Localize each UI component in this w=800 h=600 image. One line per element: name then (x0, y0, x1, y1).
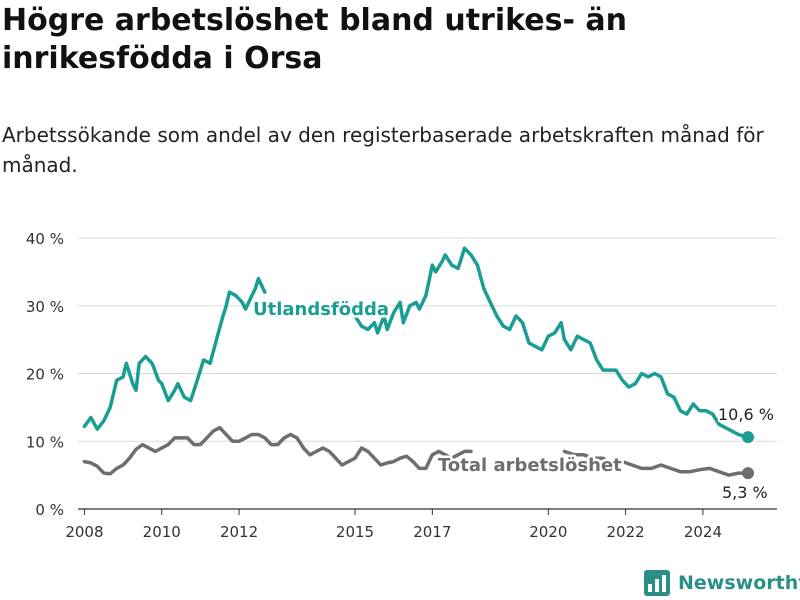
x-tick-label: 2020 (529, 523, 567, 541)
series-line-utlandsfodda (82, 246, 750, 439)
series-line-total (82, 425, 750, 477)
y-tick-label: 10 % (26, 433, 64, 451)
x-tick-label: 2008 (65, 523, 103, 541)
x-tick-label: 2022 (607, 523, 645, 541)
y-tick-label: 40 % (26, 230, 64, 248)
end-point-marker (742, 467, 755, 480)
series-labels: Utlandsfödda Total arbetslöshet 10,6 % 5,3 … (251, 297, 776, 505)
grid-lines (78, 237, 777, 510)
end-point-marker (742, 431, 755, 444)
chart-subtitle: Arbetssökande som andel av den registerb… (2, 123, 764, 177)
y-axis: 0 % 10 % 20 % 30 % 40 % (26, 230, 64, 519)
newsworthy-logo: Newsworthy (644, 568, 800, 598)
x-tick-label: 2010 (143, 523, 181, 541)
y-tick-label: 20 % (26, 366, 64, 384)
end-value-total: 5,3 % (722, 483, 768, 502)
x-tick-label: 2012 (220, 523, 258, 541)
y-tick-label: 30 % (26, 298, 64, 316)
y-tick-label: 0 % (35, 501, 64, 519)
series-name-utlandsfodda: Utlandsfödda (253, 299, 389, 320)
end-value-utlandsfodda: 10,6 % (718, 405, 774, 424)
x-tick-label: 2024 (684, 523, 722, 541)
bar-chart-icon (644, 570, 670, 596)
brand-name: Newsworthy (678, 572, 800, 594)
x-axis: 2008 2010 2012 2015 2017 2020 2022 2024 (65, 509, 722, 541)
x-tick-label: 2017 (413, 523, 451, 541)
x-tick-label: 2015 (336, 523, 374, 541)
series-name-total: Total arbetslöshet (438, 455, 622, 476)
series-lines (82, 246, 755, 480)
chart-title: Högre arbetslöshet bland utrikes- än inr… (2, 3, 627, 76)
